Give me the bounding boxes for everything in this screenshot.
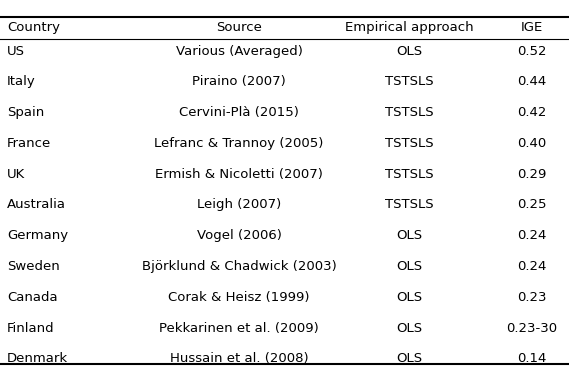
Text: Country: Country (7, 21, 60, 34)
Text: Piraino (2007): Piraino (2007) (192, 75, 286, 88)
Text: TSTSLS: TSTSLS (385, 106, 434, 119)
Text: 0.23-30: 0.23-30 (506, 322, 558, 334)
Text: Lefranc & Trannoy (2005): Lefranc & Trannoy (2005) (154, 137, 324, 150)
Text: Australia: Australia (7, 198, 66, 212)
Text: Finland: Finland (7, 322, 55, 334)
Text: Ermish & Nicoletti (2007): Ermish & Nicoletti (2007) (155, 168, 323, 181)
Text: UK: UK (7, 168, 25, 181)
Text: Spain: Spain (7, 106, 44, 119)
Text: Canada: Canada (7, 291, 57, 304)
Text: Italy: Italy (7, 75, 36, 88)
Text: Corak & Heisz (1999): Corak & Heisz (1999) (168, 291, 310, 304)
Text: US: US (7, 44, 25, 58)
Text: 0.42: 0.42 (517, 106, 547, 119)
Text: 0.14: 0.14 (517, 352, 547, 366)
Text: Germany: Germany (7, 229, 68, 242)
Text: TSTSLS: TSTSLS (385, 75, 434, 88)
Text: 0.24: 0.24 (517, 229, 547, 242)
Text: 0.52: 0.52 (517, 44, 547, 58)
Text: OLS: OLS (397, 291, 423, 304)
Text: OLS: OLS (397, 229, 423, 242)
Text: 0.29: 0.29 (517, 168, 547, 181)
Text: Pekkarinen et al. (2009): Pekkarinen et al. (2009) (159, 322, 319, 334)
Text: 0.24: 0.24 (517, 260, 547, 273)
Text: OLS: OLS (397, 352, 423, 366)
Text: OLS: OLS (397, 260, 423, 273)
Text: TSTSLS: TSTSLS (385, 198, 434, 212)
Text: OLS: OLS (397, 44, 423, 58)
Text: Denmark: Denmark (7, 352, 68, 366)
Text: 0.23: 0.23 (517, 291, 547, 304)
Text: 0.25: 0.25 (517, 198, 547, 212)
Text: Hussain et al. (2008): Hussain et al. (2008) (170, 352, 308, 366)
Text: TSTSLS: TSTSLS (385, 168, 434, 181)
Text: 0.40: 0.40 (517, 137, 547, 150)
Text: Source: Source (216, 21, 262, 34)
Text: OLS: OLS (397, 322, 423, 334)
Text: Björklund & Chadwick (2003): Björklund & Chadwick (2003) (142, 260, 336, 273)
Text: Vogel (2006): Vogel (2006) (196, 229, 282, 242)
Text: Cervini-Plà (2015): Cervini-Plà (2015) (179, 106, 299, 119)
Text: Sweden: Sweden (7, 260, 60, 273)
Text: Empirical approach: Empirical approach (345, 21, 474, 34)
Text: IGE: IGE (521, 21, 543, 34)
Text: Leigh (2007): Leigh (2007) (197, 198, 281, 212)
Text: Various (Averaged): Various (Averaged) (176, 44, 302, 58)
Text: TSTSLS: TSTSLS (385, 137, 434, 150)
Text: 0.44: 0.44 (517, 75, 547, 88)
Text: France: France (7, 137, 51, 150)
